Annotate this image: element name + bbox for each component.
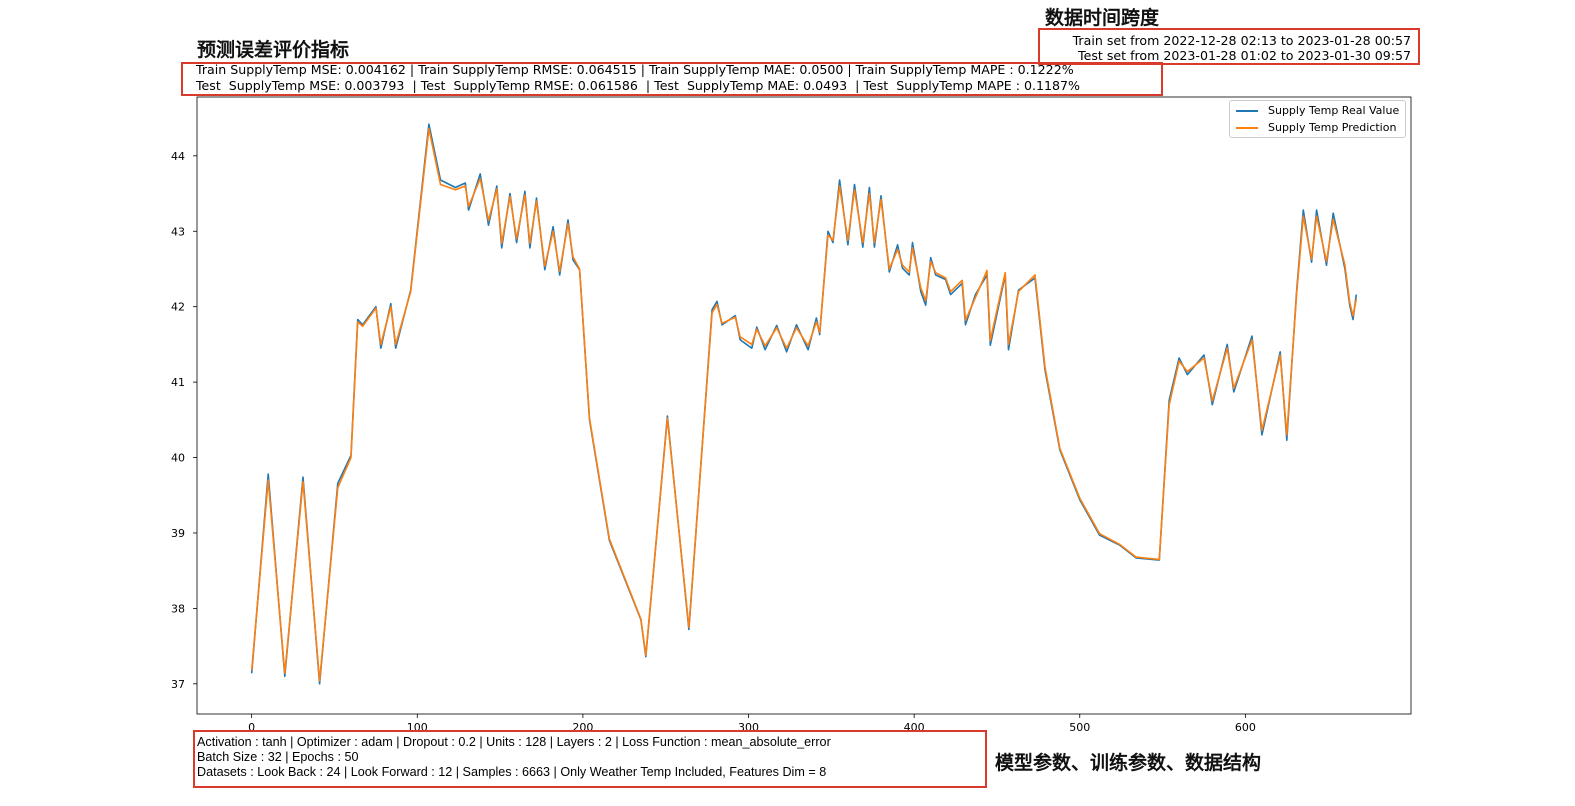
y-tick-label: 38 [171, 602, 185, 615]
series-line-real-value [250, 123, 1358, 685]
y-tick-label: 41 [171, 376, 185, 389]
y-axis: 37 38 39 40 41 42 43 44 [171, 150, 197, 691]
series-lines [250, 123, 1358, 685]
dataset-params: Datasets : Look Back : 24 | Look Forward… [197, 765, 827, 779]
y-tick-label: 43 [171, 225, 185, 238]
legend-item-real: Supply Temp Real Value [1236, 104, 1399, 117]
legend-item-prediction: Supply Temp Prediction [1236, 121, 1396, 134]
series-line-prediction [250, 127, 1358, 682]
plot-frame [196, 96, 1412, 715]
metrics-box [181, 62, 1163, 96]
x-tick-label: 500 [1069, 721, 1090, 734]
params-box [193, 730, 987, 788]
legend-label-prediction: Supply Temp Prediction [1268, 121, 1397, 134]
legend-label-real: Supply Temp Real Value [1268, 104, 1400, 117]
train-metrics: Train SupplyTemp MSE: 0.004162 | Train S… [196, 62, 1074, 77]
y-tick-label: 40 [171, 452, 185, 465]
y-tick-label: 44 [171, 150, 185, 163]
test-timespan: Test set from 2023-01-28 01:02 to 2023-0… [1078, 48, 1411, 63]
params-heading: 模型参数、训练参数、数据结构 [995, 752, 1262, 774]
training-params: Batch Size : 32 | Epochs : 50 [197, 750, 359, 764]
x-tick-label: 600 [1235, 721, 1256, 734]
y-tick-label: 37 [171, 678, 185, 691]
metrics-heading: 预测误差评价指标 [197, 39, 350, 61]
timespan-box [1038, 28, 1420, 65]
legend: Supply Temp Real Value Supply Temp Predi… [1229, 100, 1406, 138]
x-tick-label: 0 [248, 721, 255, 734]
legend-swatch-prediction [1236, 126, 1258, 129]
model-params: Activation : tanh | Optimizer : adam | D… [197, 735, 831, 749]
y-tick-label: 39 [171, 527, 185, 540]
timespan-heading: 数据时间跨度 [1045, 7, 1160, 29]
train-timespan: Train set from 2022-12-28 02:13 to 2023-… [1072, 33, 1411, 48]
y-tick-label: 42 [171, 301, 185, 314]
legend-swatch-real [1236, 109, 1258, 112]
test-metrics: Test SupplyTemp MSE: 0.003793 | Test Sup… [196, 78, 1081, 93]
